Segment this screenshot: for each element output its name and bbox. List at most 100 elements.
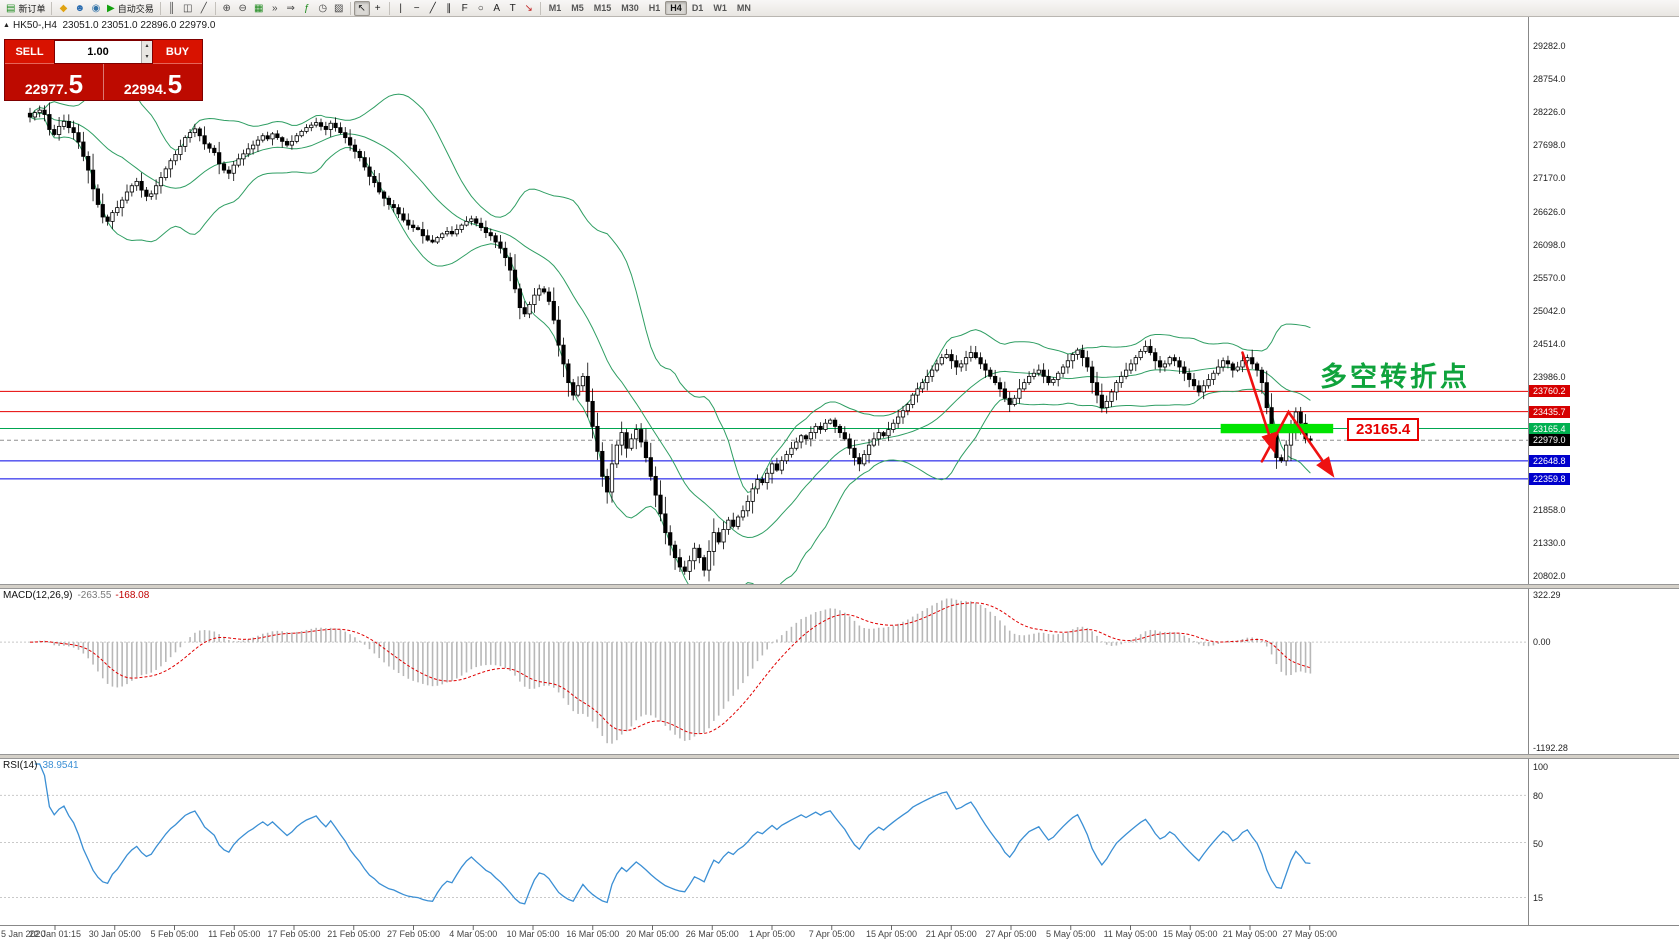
periods-icon[interactable]: ◷: [315, 1, 331, 16]
crosshair-icon[interactable]: +: [370, 1, 386, 16]
text-icon: A: [493, 2, 501, 14]
chart-shift-icon: ⇒: [286, 2, 295, 14]
sell-price-main: 22977.: [24, 81, 68, 97]
shapes-icon[interactable]: ○: [473, 1, 489, 16]
panel-separator[interactable]: [0, 754, 1679, 759]
bar-chart-icon[interactable]: ║: [164, 1, 180, 16]
zoom-out-icon[interactable]: ⊖: [235, 1, 251, 16]
tile-windows-icon[interactable]: ▦: [251, 1, 267, 16]
new-order-button: ▤: [6, 2, 16, 14]
toolbar-separator: [51, 1, 53, 15]
timeframe-m15[interactable]: M15: [593, 3, 612, 13]
candlestick-chart-icon[interactable]: ◫: [180, 1, 196, 16]
level-price-callout: 23165.4: [1347, 417, 1420, 441]
symbol-ohlc-readout: HK50-,H4 23051.0 23051.0 22896.0 22979.0: [13, 20, 216, 31]
timeframe-m30[interactable]: M30: [621, 3, 639, 13]
macd-name: MACD(12,26,9): [3, 590, 73, 601]
auto-scroll-icon: »: [271, 2, 278, 14]
favorites-icon[interactable]: ◆: [55, 1, 71, 16]
indicators-icon[interactable]: ƒ: [299, 1, 315, 16]
zoom-in-icon: ⊕: [222, 2, 231, 14]
timeframe-mn[interactable]: MN: [736, 3, 751, 13]
auto-trading-button-label: 自动交易: [117, 3, 154, 14]
candlestick-chart-icon: ◫: [182, 2, 193, 14]
rsi-value: 38.9541: [42, 760, 79, 771]
macd-value-main: -263.55: [77, 590, 112, 601]
new-order-button[interactable]: ▤ 新订单: [3, 1, 48, 16]
timeframe-h4[interactable]: H4: [665, 1, 687, 15]
new-order-button-label: 新订单: [18, 3, 46, 14]
timeframe-d1[interactable]: D1: [691, 3, 704, 13]
rsi-name: RSI(14): [3, 760, 38, 771]
shapes-icon: ○: [477, 2, 484, 14]
timeframe-m5[interactable]: M5: [571, 3, 584, 13]
timeframe-h1[interactable]: H1: [648, 3, 661, 13]
buy-price-main: 22994.: [123, 81, 167, 97]
line-chart-icon: ╱: [200, 2, 207, 14]
timeframe-m1[interactable]: M1: [548, 3, 562, 13]
auto-trading-button: ▶: [107, 2, 115, 14]
horizontal-line-icon[interactable]: −: [409, 1, 425, 16]
text-icon[interactable]: A: [489, 1, 505, 16]
zoom-in-icon[interactable]: ⊕: [219, 1, 235, 16]
toolbar-separator: [214, 1, 216, 15]
profile-icon: ◉: [91, 2, 101, 14]
toolbar-separator: [388, 1, 390, 15]
cursor-icon: ↖: [357, 2, 366, 14]
horizontal-line-icon: −: [413, 2, 420, 14]
label-icon[interactable]: T: [505, 1, 521, 16]
bar-chart-icon: ║: [168, 2, 176, 14]
community-icon[interactable]: ☻: [71, 1, 88, 16]
arrows-icon: ↘: [524, 2, 533, 14]
turning-point-annotation: 多空转折点: [1320, 362, 1470, 393]
crosshair-icon: +: [374, 2, 381, 14]
buy-price-big-digit: 5: [167, 69, 183, 99]
vertical-line-icon[interactable]: |: [393, 1, 409, 16]
volume-input[interactable]: [55, 41, 152, 63]
volume-up-button[interactable]: ▴: [141, 41, 152, 52]
line-chart-icon[interactable]: ╱: [196, 1, 212, 16]
one-click-panel-toggle-icon[interactable]: ▲: [3, 22, 10, 29]
toolbar: ▤ 新订单 ◆ ☻ ◉ ▶ 自动交易 ║ ◫ ╱ ⊕ ⊖ ▦» ⇒ ƒ ◷ ▨ ↖ + | − ╱ ∥ F ○ A T ↘ M1 M5 M1…: [0, 0, 1679, 17]
channel-icon: ∥: [446, 2, 452, 14]
tile-windows-icon: ▦: [253, 2, 264, 14]
periods-icon: ◷: [318, 2, 328, 14]
macd-value-signal: -168.08: [115, 590, 150, 601]
favorites-icon: ◆: [59, 2, 68, 14]
auto-scroll-icon[interactable]: »: [267, 1, 283, 16]
zoom-out-icon: ⊖: [238, 2, 247, 14]
sell-button[interactable]: SELL: [5, 40, 54, 64]
buy-button[interactable]: BUY: [153, 40, 202, 64]
trendline-icon[interactable]: ╱: [425, 1, 441, 16]
chart-shift-icon[interactable]: ⇒: [283, 1, 299, 16]
arrows-icon[interactable]: ↘: [521, 1, 537, 16]
one-click-trading-panel: SELL ▴ ▾ BUY 22977.5 22994.5: [4, 39, 203, 101]
indicators-icon: ƒ: [303, 2, 310, 14]
sell-price-big-digit: 5: [68, 69, 84, 99]
trendline-icon: ╱: [429, 2, 436, 14]
community-icon: ☻: [74, 2, 85, 14]
buy-price[interactable]: 22994. 5: [104, 64, 202, 100]
fibonacci-icon[interactable]: F: [457, 1, 473, 16]
sell-price[interactable]: 22977. 5: [5, 64, 104, 100]
toolbar-separator: [349, 1, 351, 15]
auto-trading-button[interactable]: ▶ 自动交易: [104, 1, 157, 16]
fibonacci-icon: F: [461, 2, 468, 14]
channel-icon[interactable]: ∥: [441, 1, 457, 16]
panel-separator[interactable]: [0, 584, 1679, 589]
toolbar-separator: [539, 1, 541, 15]
volume-down-button[interactable]: ▾: [141, 52, 152, 63]
timeframe-w1[interactable]: W1: [713, 3, 727, 13]
label-icon: T: [509, 2, 516, 14]
rsi-indicator-label: RSI(14) 38.9541: [3, 760, 79, 771]
toolbar-separator: [159, 1, 161, 15]
templates-icon: ▨: [333, 2, 344, 14]
macd-indicator-label: MACD(12,26,9) -263.55 -168.08: [3, 590, 149, 601]
cursor-icon[interactable]: ↖: [353, 0, 370, 16]
profile-icon[interactable]: ◉: [88, 1, 104, 16]
templates-icon[interactable]: ▨: [331, 1, 347, 16]
volume-field: ▴ ▾: [54, 40, 153, 64]
vertical-line-icon: |: [399, 2, 403, 14]
